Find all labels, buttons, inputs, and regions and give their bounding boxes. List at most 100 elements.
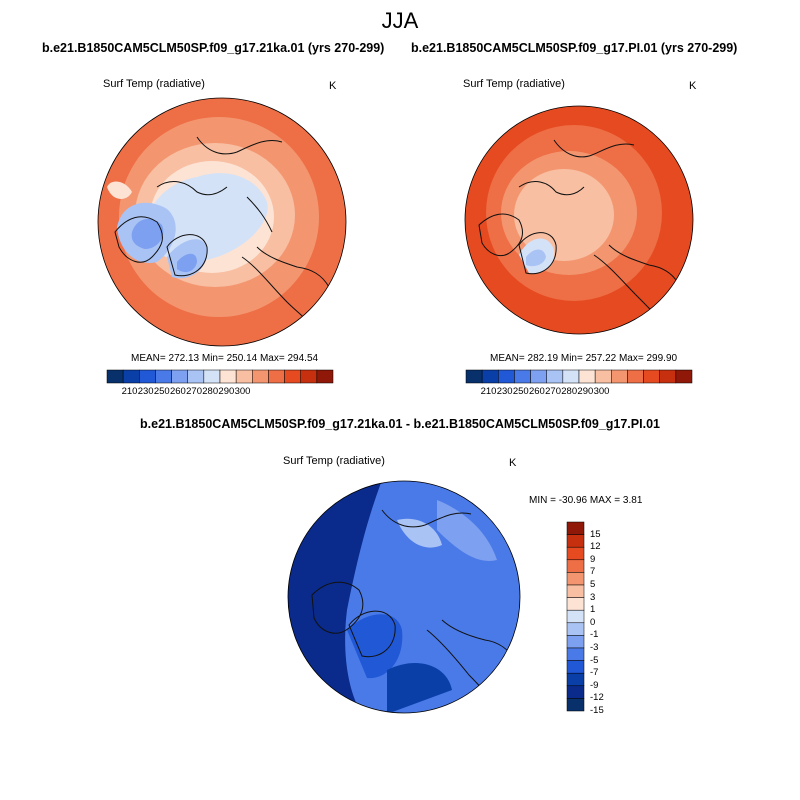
panel-a-stats: MEAN= 272.13 Min= 250.14 Max= 294.54 bbox=[131, 353, 319, 364]
panel-b-colorbar-label: 230 bbox=[496, 386, 513, 397]
panel-a-colorbar-swatch bbox=[187, 369, 205, 384]
panel-b-boundary bbox=[464, 105, 694, 335]
diff-colorbar-swatch bbox=[566, 660, 585, 674]
diff-colorbar-swatch bbox=[566, 685, 585, 699]
diff-colorbar-label: -7 bbox=[590, 667, 599, 679]
panel-b-colorbar-swatch bbox=[546, 369, 564, 384]
panel-a-units: K bbox=[329, 80, 337, 92]
diff-colorbar-swatch bbox=[566, 534, 585, 548]
panel-a-colorbar-swatch bbox=[268, 369, 285, 384]
panel-b-colorbar-label: 290 bbox=[577, 386, 594, 397]
panel-b-field-greenland-core bbox=[526, 249, 546, 267]
run-b-title: b.e21.B1850CAM5CLM50SP.f09_g17.PI.01 (yr… bbox=[411, 41, 738, 55]
diff-map bbox=[287, 480, 521, 714]
diff-colorbar-swatch bbox=[566, 546, 585, 561]
panel-b-colorbar-label: 270 bbox=[545, 386, 561, 397]
panel-a-colorbar bbox=[106, 369, 334, 384]
diff-field-arctic bbox=[397, 518, 442, 548]
panel-b-colorbar-swatch bbox=[675, 369, 693, 384]
diff-colorbar-label: -3 bbox=[590, 642, 599, 653]
panel-a-field-greenland-core bbox=[177, 253, 197, 273]
panel-a-colorbar-label: 290 bbox=[218, 386, 235, 397]
panel-a-map bbox=[97, 97, 347, 347]
diff-colorbar-label: 0 bbox=[590, 616, 596, 628]
diff-colorbar-label: 7 bbox=[590, 566, 596, 578]
panel-a-field-laurentide-core bbox=[131, 218, 164, 249]
panel-a-colorbar-swatch bbox=[252, 369, 269, 384]
panel-b-coastlines bbox=[478, 139, 679, 321]
diff-units: K bbox=[509, 457, 517, 469]
diff-colorbar-swatch bbox=[566, 584, 585, 598]
panel-b-colorbar-label: 260 bbox=[528, 386, 545, 397]
panel-a-colorbar-swatch bbox=[139, 369, 156, 384]
panel-a-colorbar-swatch bbox=[300, 369, 318, 384]
diff-colorbar-label: -12 bbox=[590, 692, 604, 704]
panel-a-variable: Surf Temp (radiative) bbox=[103, 78, 205, 90]
diff-colorbar-label: -1 bbox=[590, 629, 599, 641]
panel-a-colorbar-label: 250 bbox=[153, 386, 170, 397]
diff-colorbar-swatch bbox=[566, 672, 585, 687]
diff-colorbar-swatch bbox=[566, 635, 585, 649]
diff-colorbar-label: -5 bbox=[590, 654, 599, 666]
panel-b-colorbar-swatch bbox=[594, 369, 612, 384]
diff-colorbar-swatch bbox=[566, 572, 585, 586]
diff-colorbar-label: 15 bbox=[590, 528, 601, 540]
figure-title: JJA bbox=[381, 8, 419, 33]
diff-title: b.e21.B1850CAM5CLM50SP.f09_g17.21ka.01 -… bbox=[140, 417, 660, 431]
diff-colorbar-label: 1 bbox=[590, 604, 596, 616]
panel-b-colorbar-swatch bbox=[481, 369, 499, 384]
diff-field-greenland bbox=[347, 614, 403, 679]
diff-colorbar-swatch bbox=[566, 609, 585, 624]
panel-a-colorbar-label: 270 bbox=[186, 386, 202, 397]
panel-b-colorbar-swatch bbox=[514, 369, 531, 384]
panel-b-colorbar-swatch bbox=[562, 369, 580, 384]
panel-b-colorbar-swatch bbox=[530, 369, 547, 384]
panel-b-colorbar-swatch bbox=[627, 369, 644, 384]
panel-b-colorbar-label: 250 bbox=[512, 386, 529, 397]
panel-b-colorbar-label: 300 bbox=[593, 386, 610, 397]
panel-a-colorbar-swatch bbox=[155, 369, 172, 384]
diff-colorbar-label: -15 bbox=[590, 705, 604, 716]
diff-colorbar-swatch bbox=[566, 559, 585, 573]
panel-b-colorbar-swatch bbox=[659, 369, 677, 384]
panel-a-colorbar-label: 210 bbox=[121, 386, 138, 397]
diff-colorbar bbox=[566, 521, 585, 712]
panel-a-colorbar-swatch bbox=[106, 369, 124, 384]
diff-colorbar-label: -9 bbox=[590, 679, 599, 691]
diff-colorbar-label: 9 bbox=[590, 553, 596, 565]
panel-a-colorbar-label: 280 bbox=[202, 386, 219, 397]
panel-a-colorbar-swatch bbox=[219, 369, 237, 384]
panel-b-colorbar bbox=[465, 369, 693, 384]
panel-b-field-band3 bbox=[514, 169, 614, 261]
panel-a-field-pacific bbox=[107, 181, 132, 199]
panel-a-field-ice bbox=[146, 173, 268, 262]
panel-a-colorbar-label: 260 bbox=[169, 386, 186, 397]
panel-b-colorbar-swatch bbox=[498, 369, 515, 384]
diff-stats: MIN = -30.96 MAX = 3.81 bbox=[529, 495, 643, 506]
panel-b-colorbar-label: 210 bbox=[480, 386, 497, 397]
panel-b-colorbar-swatch bbox=[465, 369, 483, 384]
diff-colorbar-swatch bbox=[566, 647, 585, 661]
panel-b-variable: Surf Temp (radiative) bbox=[463, 78, 565, 90]
panel-a-colorbar-swatch bbox=[171, 369, 188, 384]
diff-colorbar-swatch bbox=[566, 521, 585, 535]
diff-colorbar-swatch bbox=[566, 622, 585, 636]
panel-a-boundary bbox=[97, 97, 347, 347]
diff-colorbar-swatch bbox=[566, 698, 585, 712]
panel-a-colorbar-swatch bbox=[284, 369, 301, 384]
panel-a-colorbar-swatch bbox=[122, 369, 140, 384]
panel-b-units: K bbox=[689, 80, 697, 92]
panel-a-colorbar-swatch bbox=[235, 369, 253, 384]
panel-a-colorbar-label: 230 bbox=[137, 386, 154, 397]
diff-field-pacific bbox=[437, 500, 497, 561]
panel-a-colorbar-swatch bbox=[316, 369, 334, 384]
diff-colorbar-label: 5 bbox=[590, 579, 596, 590]
panel-b-colorbar-swatch bbox=[643, 369, 660, 384]
run-a-title: b.e21.B1850CAM5CLM50SP.f09_g17.21ka.01 (… bbox=[42, 41, 385, 55]
diff-boundary bbox=[287, 480, 521, 714]
diff-colorbar-swatch bbox=[566, 597, 585, 611]
panel-b-colorbar-label: 280 bbox=[561, 386, 578, 397]
panel-b-stats: MEAN= 282.19 Min= 257.22 Max= 299.90 bbox=[490, 353, 678, 364]
diff-field-europe bbox=[387, 662, 452, 713]
panel-b-colorbar-swatch bbox=[611, 369, 628, 384]
